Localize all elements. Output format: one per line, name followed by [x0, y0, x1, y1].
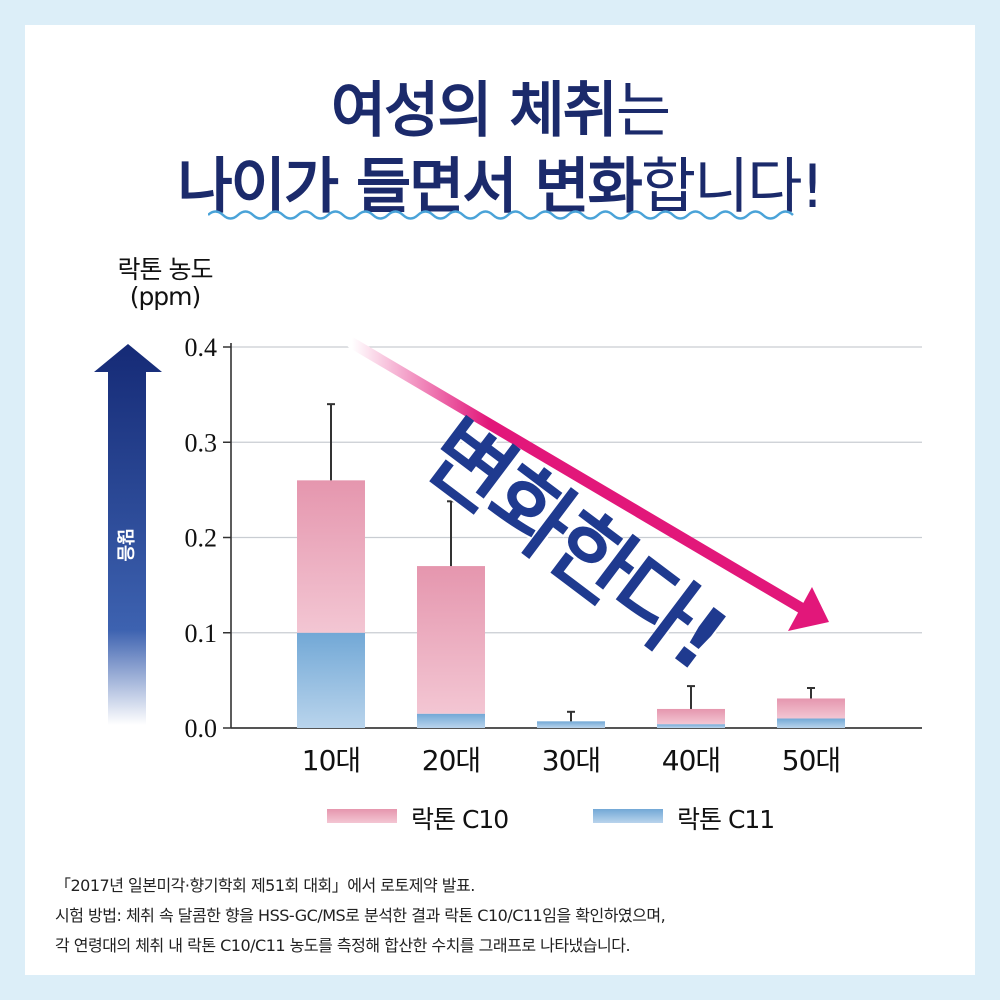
y-tick-label: 0.3: [185, 428, 218, 457]
x-tick-label: 40대: [662, 744, 720, 777]
bar-c11: [657, 724, 725, 728]
bar-c11: [417, 713, 485, 728]
y-axis-label-line-1: 락톤 농도: [117, 255, 214, 284]
x-tick-label: 20대: [422, 744, 480, 777]
bar-c10: [417, 566, 485, 714]
side-arrow: [94, 344, 162, 725]
footnote-1: 「2017년 일본미각·향기학회 제51회 대회」에서 로토제약 발표.: [55, 876, 475, 895]
headline-line-2: 나이가 들면서 변화합니다!: [0, 138, 1000, 225]
x-tick-label: 30대: [542, 744, 600, 777]
bar-c11: [297, 632, 365, 728]
bar-c10: [297, 480, 365, 633]
headline-line-2-rest: 합니다!: [640, 152, 825, 222]
legend-swatch-c11: [593, 809, 663, 823]
y-tick-label: 0.2: [185, 524, 218, 553]
y-tick-label: 0.0: [185, 714, 218, 743]
bar-chart: 0.0 0.1 0.2 0.3 0.4 10대 20대 30대 40대 50대: [185, 333, 922, 777]
legend-label-c11: 락톤 C11: [677, 805, 775, 834]
x-tick-label: 50대: [782, 744, 840, 777]
footnote-2: 시험 방법: 체취 속 달콤한 향을 HSS-GC/MS로 분석한 결과 락톤 …: [55, 906, 666, 925]
y-tick-label: 0.4: [185, 333, 218, 362]
bar-c10: [657, 708, 725, 725]
legend-label-c10: 락톤 C10: [411, 805, 509, 834]
legend-swatch-c10: [327, 809, 397, 823]
x-tick-label: 10대: [302, 744, 360, 777]
trend-arrow: [346, 337, 829, 631]
bar-c10: [777, 698, 845, 719]
headline-line-2-bold: 나이가 들면서 변화: [177, 152, 642, 222]
footnote-3: 각 연령대의 체취 내 락톤 C10/C11 농도를 측정해 합산한 수치를 그…: [55, 936, 631, 955]
y-axis-label-line-2: (ppm): [129, 282, 202, 311]
bar-c11: [777, 718, 845, 728]
headline-line-1-bold: 여성의 체취: [330, 76, 618, 146]
headline-line-1-rest: 는: [615, 76, 671, 146]
headline-line-1: 여성의 체취는: [0, 62, 1000, 149]
bar-c11: [537, 721, 605, 728]
card-background: [25, 25, 975, 975]
y-tick-label: 0.1: [185, 619, 218, 648]
wavy-underline: [208, 210, 794, 220]
